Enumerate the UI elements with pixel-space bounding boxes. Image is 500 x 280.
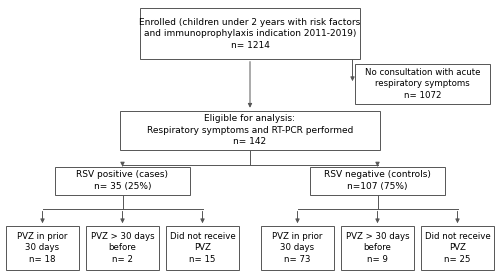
FancyBboxPatch shape (421, 226, 494, 269)
FancyBboxPatch shape (166, 226, 239, 269)
Text: PVZ > 30 days
before
n= 2: PVZ > 30 days before n= 2 (90, 232, 154, 264)
FancyBboxPatch shape (140, 8, 360, 59)
FancyBboxPatch shape (261, 226, 334, 269)
Text: PVZ > 30 days
before
n= 9: PVZ > 30 days before n= 9 (346, 232, 410, 264)
Text: PVZ in prior
30 days
n= 73: PVZ in prior 30 days n= 73 (272, 232, 322, 264)
FancyBboxPatch shape (120, 111, 380, 150)
Text: PVZ in prior
30 days
n= 18: PVZ in prior 30 days n= 18 (18, 232, 68, 264)
Text: Did not receive
PVZ
n= 25: Did not receive PVZ n= 25 (424, 232, 490, 264)
Text: Did not receive
PVZ
n= 15: Did not receive PVZ n= 15 (170, 232, 235, 264)
Text: Eligible for analysis:
Respiratory symptoms and RT-PCR performed
n= 142: Eligible for analysis: Respiratory sympt… (147, 114, 353, 146)
FancyBboxPatch shape (86, 226, 159, 269)
FancyBboxPatch shape (310, 167, 445, 195)
Text: RSV positive (cases)
n= 35 (25%): RSV positive (cases) n= 35 (25%) (76, 170, 168, 191)
FancyBboxPatch shape (6, 226, 79, 269)
Text: Enrolled (children under 2 years with risk factors
and immunoprophylaxis indicat: Enrolled (children under 2 years with ri… (140, 18, 360, 50)
FancyBboxPatch shape (355, 64, 490, 104)
Text: RSV negative (controls)
n=107 (75%): RSV negative (controls) n=107 (75%) (324, 170, 431, 191)
Text: No consultation with acute
respiratory symptoms
n= 1072: No consultation with acute respiratory s… (365, 68, 480, 100)
FancyBboxPatch shape (341, 226, 414, 269)
FancyBboxPatch shape (55, 167, 190, 195)
